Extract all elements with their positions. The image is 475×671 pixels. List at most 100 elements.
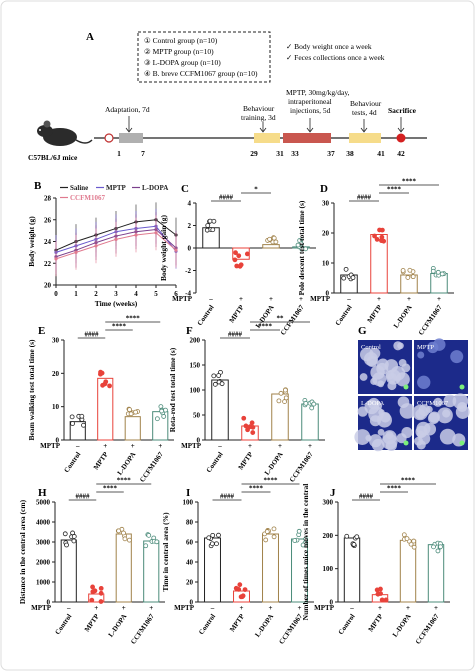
data-point [407, 267, 413, 273]
ytick-label: 10 [52, 403, 60, 411]
b-xtick-label: 6 [174, 290, 178, 298]
b-point [94, 244, 98, 248]
mptp-sign: + [434, 604, 438, 612]
data-point [62, 531, 68, 537]
data-point [90, 589, 96, 595]
bar-control [60, 539, 77, 603]
mptp-sign: + [248, 442, 252, 450]
b-point [154, 231, 158, 235]
b-xtick-label: 1 [74, 290, 78, 298]
data-point [250, 424, 256, 430]
data-point [127, 407, 132, 412]
panel-letter: D [320, 183, 328, 195]
b-ylabel: Body weight (g) [27, 216, 36, 267]
mptp-label: MPTP [31, 604, 52, 612]
data-point [377, 227, 382, 233]
data-point [410, 274, 416, 280]
data-point [205, 223, 211, 228]
data-point [372, 233, 377, 239]
panel-letter: J [330, 487, 336, 499]
data-point [435, 269, 441, 275]
bar-ccfm1067 [291, 538, 308, 603]
data-point [69, 414, 75, 420]
phase-tests-label: Behaviour tests, 4d [350, 99, 382, 117]
group-box [137, 31, 271, 83]
data-point [273, 239, 279, 245]
data-point [343, 266, 349, 272]
data-point [244, 251, 250, 257]
ylabel: Time in central area (%) [161, 512, 170, 592]
b-xtick-label: 2 [94, 290, 98, 298]
significance-label: **** [401, 477, 416, 485]
ytick-label: 2 [188, 222, 192, 230]
data-point [64, 542, 69, 548]
data-point [233, 585, 239, 591]
ylabel: Rota-rod test total time (s) [168, 347, 177, 432]
data-point [128, 411, 134, 417]
data-point [127, 537, 132, 543]
ytick-label: 0 [56, 437, 60, 445]
data-point [344, 533, 350, 539]
ytick-label: 300 [323, 499, 334, 507]
day-7: 7 [141, 149, 145, 158]
data-point [103, 379, 109, 385]
significance-label: #### [85, 331, 100, 339]
bar-l-dopa [399, 539, 417, 603]
bar-ccfm1067 [143, 540, 160, 603]
ytick-label: 200 [190, 337, 201, 345]
bar-l-dopa [115, 533, 132, 603]
b-point [54, 257, 58, 261]
mptp-sign: + [103, 442, 107, 450]
data-point [375, 591, 381, 597]
data-point [71, 538, 77, 544]
mptp-sign: + [437, 295, 441, 303]
ytick-label: 200 [323, 532, 334, 540]
significance-label: #### [357, 194, 372, 202]
panel-letter: C [181, 183, 189, 195]
data-point [379, 597, 385, 603]
b-ytick-label: 22 [44, 260, 52, 268]
mptp-sign: + [269, 295, 273, 303]
day-33: 33 [291, 149, 299, 158]
ytick-label: 20 [186, 579, 194, 587]
ytick-label: 100 [183, 499, 194, 507]
mptp-label: MPTP [40, 442, 61, 450]
b-point [174, 248, 178, 252]
data-point [209, 541, 215, 547]
data-point [383, 597, 389, 603]
data-point [400, 268, 406, 273]
b-xtick-label: 3 [114, 290, 118, 298]
data-point [81, 422, 86, 428]
bar-l-dopa [262, 244, 280, 249]
data-point [70, 421, 75, 426]
data-point [143, 543, 149, 549]
day-41: 41 [377, 149, 385, 158]
b-point [114, 237, 118, 241]
data-point [211, 373, 217, 379]
data-point [435, 548, 441, 554]
phase-tests-bar [349, 133, 381, 143]
ytick-label: 0 [326, 290, 330, 298]
data-point [378, 586, 383, 592]
significance-label: **** [126, 315, 141, 323]
ytick-label: 2000 [36, 559, 51, 567]
day-42: 42 [397, 149, 405, 158]
day-38: 38 [346, 149, 354, 158]
data-point [154, 539, 160, 545]
panel-b-legend: Saline MPTP L-DOPA CCFM1067 [60, 184, 168, 202]
data-point [351, 542, 357, 547]
ytick-label: 30 [52, 337, 60, 345]
data-point [219, 381, 225, 387]
mptp-sign: + [298, 604, 302, 612]
note-2: ✓ Feces collections once a week [286, 53, 385, 62]
data-point [236, 253, 242, 259]
data-point [232, 257, 238, 263]
bar-mptp [370, 234, 388, 294]
ylabel: Beam walking test total time (s) [27, 339, 36, 441]
mptp-sign: + [299, 295, 303, 303]
data-point [271, 534, 277, 540]
data-point [245, 427, 250, 433]
data-point [133, 409, 139, 415]
significance-label: #### [220, 493, 235, 501]
